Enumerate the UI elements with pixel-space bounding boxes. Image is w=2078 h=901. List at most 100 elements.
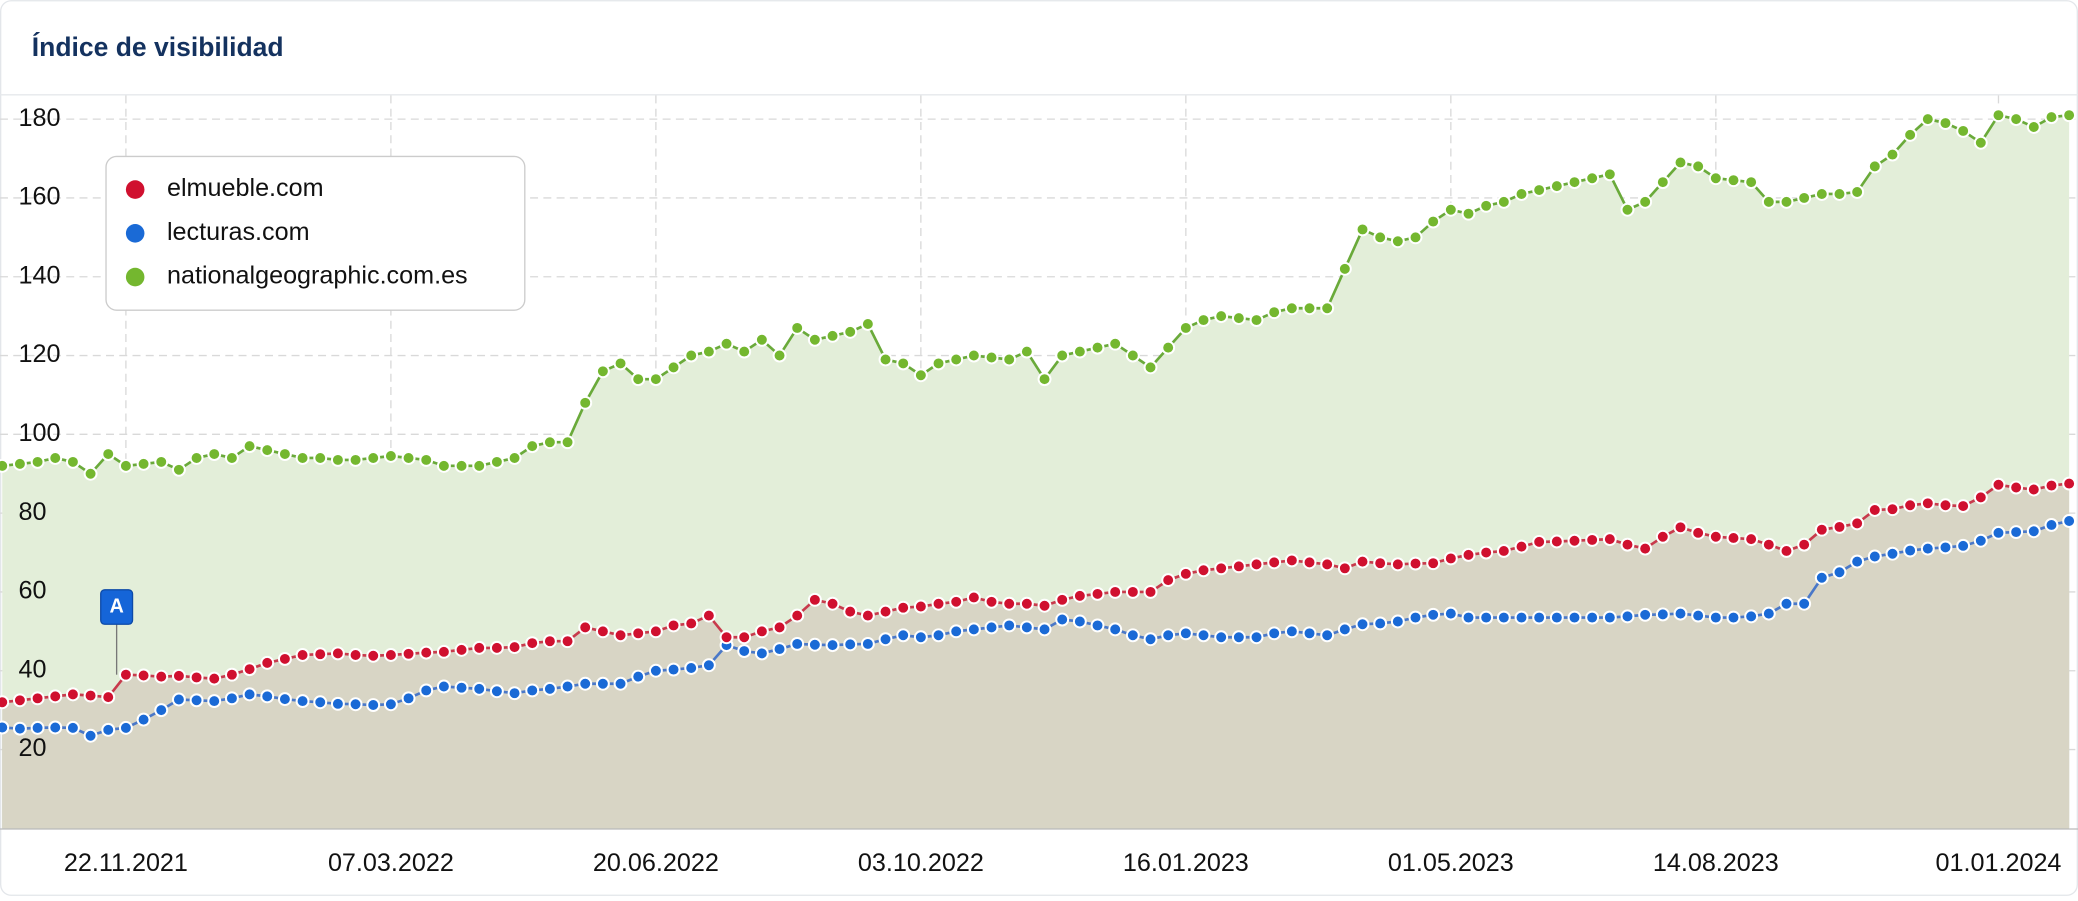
legend-label[interactable]: nationalgeographic.com.es: [167, 262, 468, 290]
data-point: [1196, 628, 1211, 643]
data-point: [1302, 301, 1317, 316]
axis: 20 40 60 80 100 120 140 160 180 22.11.2021 07.03.2…: [0, 104, 2078, 877]
data-point: [896, 356, 911, 371]
data-point: [1708, 610, 1723, 625]
data-point: [1532, 534, 1547, 549]
data-point: [525, 636, 540, 651]
data-point: [1178, 566, 1193, 581]
data-point: [295, 451, 310, 465]
data-point: [2026, 524, 2041, 539]
data-point: [825, 328, 840, 343]
data-point: [860, 636, 875, 651]
data-point: [1832, 565, 1847, 580]
data-point: [366, 648, 381, 663]
data-point: [737, 344, 752, 359]
data-point: [454, 458, 469, 473]
data-point: [1638, 194, 1653, 209]
data-point: [1567, 610, 1582, 625]
data-point: [48, 689, 63, 704]
data-point: [1655, 529, 1670, 544]
data-point: [277, 692, 292, 707]
data-point: [2044, 478, 2059, 493]
legend-marker[interactable]: [125, 180, 145, 199]
data-point: [984, 350, 999, 365]
data-point: [101, 690, 116, 705]
data-point: [737, 644, 752, 658]
data-point: [260, 443, 275, 458]
legend-label[interactable]: elmueble.com: [167, 174, 324, 202]
data-point: [1267, 555, 1282, 570]
data-point: [949, 594, 964, 609]
data-point: [1938, 540, 1953, 555]
data-point: [1691, 525, 1706, 540]
data-point: [631, 372, 646, 387]
data-point: [260, 689, 275, 704]
data-point: [313, 647, 328, 662]
data-point: [595, 676, 610, 691]
y-tick-label: 60: [19, 577, 47, 605]
legend-marker[interactable]: [125, 267, 145, 287]
data-point: [2009, 480, 2024, 495]
data-point: [684, 616, 699, 631]
data-point: [772, 620, 787, 635]
data-point: [1337, 622, 1352, 637]
data-point: [578, 620, 593, 635]
data-point: [1850, 554, 1865, 569]
data-point: [1320, 557, 1335, 572]
data-point: [790, 320, 805, 335]
x-tick-label: 22.11.2021: [64, 849, 188, 877]
data-point: [348, 697, 363, 712]
data-point: [1496, 610, 1511, 625]
data-point: [1302, 626, 1317, 641]
data-point: [1373, 230, 1388, 245]
data-point: [949, 352, 964, 367]
data-point: [101, 722, 116, 737]
data-point: [1620, 609, 1635, 624]
data-point: [1125, 628, 1140, 643]
data-point: [0, 720, 10, 735]
annotation-flag[interactable]: [100, 589, 134, 625]
data-point: [1055, 592, 1070, 607]
data-point: [507, 686, 522, 701]
legend-label[interactable]: lecturas.com: [167, 218, 310, 246]
data-point: [1867, 503, 1882, 517]
data-point: [1072, 588, 1087, 603]
data-point: [136, 456, 151, 471]
data-point: [1090, 340, 1105, 355]
data-point: [436, 679, 451, 694]
lines: A: [0, 108, 2077, 743]
data-point: [896, 600, 911, 615]
data-point: [1196, 563, 1211, 578]
data-point: [719, 336, 734, 351]
series-area: [2, 483, 2070, 829]
data-point: [2044, 517, 2059, 532]
data-point: [1002, 596, 1017, 611]
data-point: [454, 642, 469, 657]
data-point: [1479, 198, 1494, 213]
data-point: [1426, 607, 1441, 622]
legend-marker[interactable]: [125, 224, 145, 243]
data-point: [949, 624, 964, 639]
data-point: [648, 663, 663, 678]
data-point: [1284, 301, 1299, 316]
data-point: [1161, 628, 1176, 643]
data-point: [1850, 185, 1865, 199]
data-point: [207, 447, 222, 461]
data-point: [1602, 167, 1617, 182]
data-point: [348, 648, 363, 662]
data-point: [2009, 525, 2024, 540]
data-point: [701, 344, 716, 359]
data-point: [1867, 159, 1882, 174]
data-point: [1408, 230, 1423, 245]
data-point: [1072, 344, 1087, 359]
data-point: [613, 356, 628, 371]
x-tick-label: 01.05.2023: [1388, 849, 1514, 877]
data-point: [1231, 559, 1246, 574]
x-tick-label: 01.01.2024: [1936, 849, 2062, 877]
data-point: [542, 435, 557, 450]
y-tick-label: 100: [19, 419, 61, 447]
data-point: [1903, 498, 1918, 513]
data-point: [171, 692, 186, 707]
data-point: [118, 458, 133, 473]
data-point: [1761, 537, 1776, 552]
